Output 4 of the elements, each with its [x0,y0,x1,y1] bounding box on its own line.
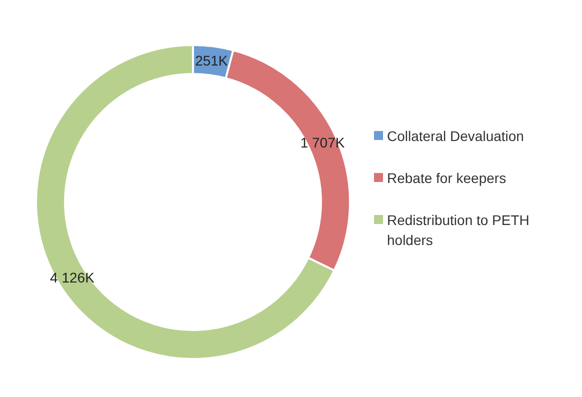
legend-label: Rebate for keepers [387,168,508,188]
legend-label: Collateral Devaluation [387,126,525,146]
legend-label: Redistribution to PETH holders [387,210,530,250]
data-label: 251K [195,52,228,69]
